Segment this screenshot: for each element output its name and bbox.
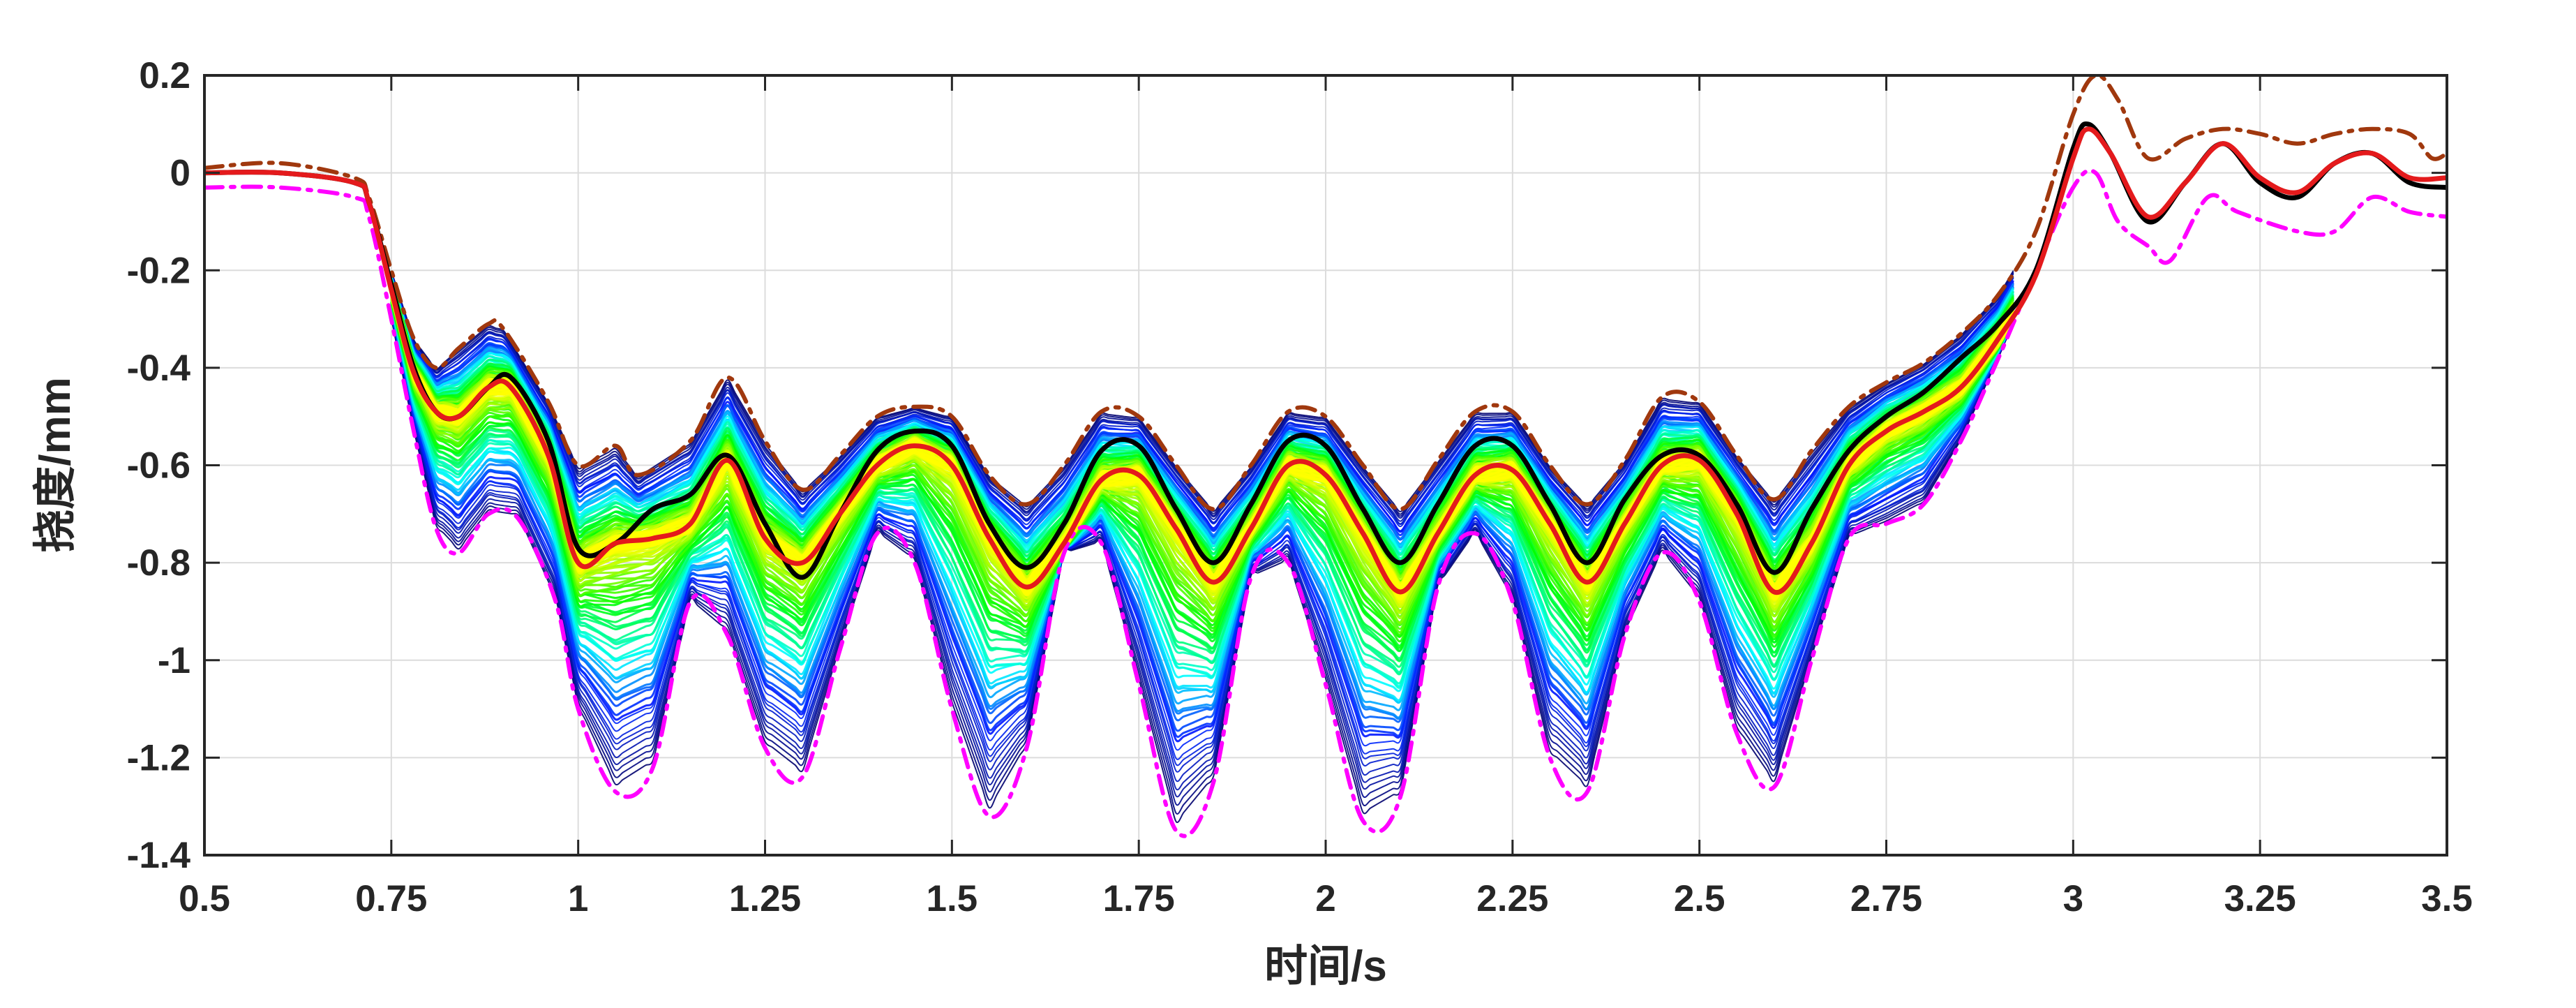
x-tick-label: 0.5	[179, 878, 230, 919]
tick-labels: 0.5 0.75 1 1.25 1.5 1.75 2 2.25 2.5 2.75 3 3.25 3.5 -…	[127, 55, 2473, 919]
x-tick-label: 3.25	[2224, 878, 2296, 919]
ensemble-line	[390, 316, 2014, 798]
ensemble-line	[390, 315, 2014, 791]
ensemble-line	[390, 312, 2014, 773]
x-tick-label: 2	[1315, 878, 1335, 919]
upper-envelope-line	[204, 75, 2447, 512]
ensemble-line	[390, 312, 2014, 760]
x-tick-label: 1	[568, 878, 588, 919]
ensemble-line	[390, 313, 2014, 783]
y-axis-label: 挠度/mm	[31, 377, 80, 552]
x-tick-label: 2.5	[1674, 878, 1725, 919]
lower-envelope-line	[204, 168, 2447, 838]
ensemble-line	[390, 295, 2014, 660]
ensemble-line	[390, 317, 2014, 815]
ensemble-line	[390, 289, 2014, 628]
black-series-line	[204, 121, 2447, 580]
x-tick-label: 1.5	[926, 878, 978, 919]
ensemble-line	[390, 302, 2014, 688]
x-tick-label: 1.75	[1103, 878, 1175, 919]
ensemble-line	[390, 309, 2014, 743]
ensemble-line	[390, 302, 2014, 652]
y-tick-label: -1.2	[127, 737, 190, 778]
x-tick-label: 3.5	[2421, 878, 2473, 919]
y-tick-label: -1	[158, 640, 190, 681]
x-tick-label: 0.75	[355, 878, 427, 919]
ensemble-line	[390, 318, 2014, 824]
y-tick-label: 0	[170, 153, 190, 194]
ensemble-line	[390, 305, 2014, 723]
axis-ticks	[203, 74, 2448, 857]
x-tick-label: 3	[2063, 878, 2083, 919]
series-lines	[204, 75, 2447, 838]
y-tick-label: -1.4	[127, 835, 191, 876]
red-series-line	[204, 126, 2447, 595]
y-tick-label: 0.2	[139, 55, 190, 96]
x-tick-label: 2.25	[1476, 878, 1548, 919]
x-axis-label: 时间/s	[1264, 942, 1387, 991]
x-tick-label: 2.75	[1850, 878, 1922, 919]
ensemble-line	[390, 316, 2014, 806]
ensemble-line	[390, 308, 2014, 720]
y-tick-label: -0.8	[127, 542, 190, 584]
x-tick-label: 1.25	[729, 878, 801, 919]
ensemble-line	[390, 270, 2014, 512]
y-tick-label: -0.6	[127, 445, 190, 487]
y-tick-label: -0.4	[127, 348, 191, 389]
data-layer	[204, 75, 2447, 838]
ensemble-line	[390, 313, 2014, 766]
y-tick-label: -0.2	[127, 250, 190, 291]
